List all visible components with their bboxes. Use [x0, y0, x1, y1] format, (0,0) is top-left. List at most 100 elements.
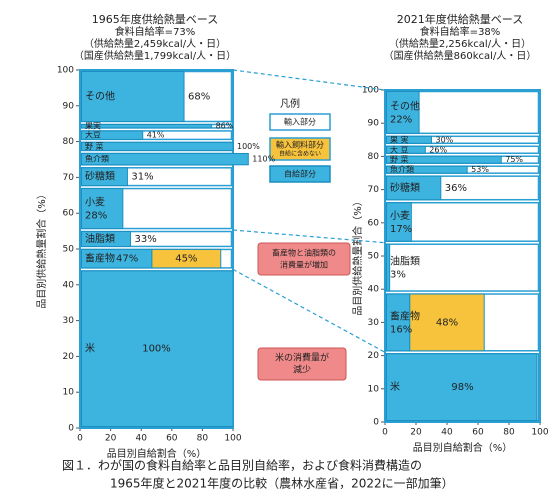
y-tick-label: 30	[63, 316, 75, 326]
y-tick-label: 100	[57, 66, 74, 76]
category-label: 砂糖類	[390, 181, 420, 194]
self-bar	[386, 175, 442, 201]
self-bar	[81, 130, 144, 140]
chart-title: （国産供給熱量1,799kcal/人・日）	[74, 49, 236, 62]
x-tick-label: 80	[197, 434, 209, 444]
category-label: 米	[85, 342, 95, 355]
x-tick-label: 40	[441, 428, 453, 438]
y-tick-label: 30	[368, 318, 380, 328]
y-tick-label: 80	[368, 152, 380, 162]
category-label: 野 菜	[85, 141, 104, 151]
value-label: 3%	[390, 270, 406, 281]
y-tick-label: 60	[63, 209, 75, 219]
chart-title: 食料自給率=73%	[115, 25, 196, 38]
x-tick-label: 0	[382, 428, 388, 438]
value-label: 16%	[390, 324, 412, 335]
connector	[232, 268, 386, 353]
y-tick-label: 40	[63, 280, 75, 290]
category-label: その他	[85, 89, 115, 102]
self-bar	[386, 91, 420, 134]
y-tick-label: 100	[362, 86, 379, 96]
plot-frame	[79, 69, 234, 429]
x-tick-label: 100	[531, 428, 548, 438]
legend-imported-box	[269, 113, 331, 131]
value-label: 68%	[188, 91, 210, 102]
feed-label: 48%	[436, 317, 458, 328]
value-label: 31%	[131, 172, 153, 183]
value-label: 47%	[116, 254, 138, 265]
category-label: 米	[390, 380, 400, 393]
value-label: 22%	[390, 114, 412, 125]
x-axis-label: 品目別自給割合（%）	[413, 441, 513, 454]
value-label: 75%	[505, 155, 523, 164]
x-tick-label: 100	[224, 434, 241, 444]
caption: 図１．わが国の食料自給率と品目別自給率，および食料消費構造の	[62, 458, 422, 473]
category-label: 魚介類	[85, 154, 109, 164]
category-label: その他	[390, 99, 420, 112]
self-bar	[81, 270, 234, 427]
self-bar	[386, 353, 538, 421]
plot-frame	[384, 89, 541, 423]
value-label: 86%	[216, 122, 234, 131]
self-bar	[81, 152, 249, 166]
self-bar	[386, 165, 468, 174]
value-label: 28%	[85, 211, 107, 222]
x-tick-label: 80	[503, 428, 515, 438]
y-tick-label: 90	[63, 101, 75, 111]
x-tick-label: 20	[410, 428, 422, 438]
value-label: 41%	[147, 131, 165, 140]
y-tick-label: 0	[68, 424, 74, 434]
x-tick-label: 0	[77, 434, 83, 444]
y-tick-label: 20	[63, 352, 75, 362]
chart-title: 1965年度供給熱量ベース	[92, 12, 218, 26]
self-bar	[81, 123, 213, 129]
x-tick-label: 60	[472, 428, 484, 438]
value-label: 36%	[445, 183, 467, 194]
annotation: 米の消費量が	[275, 352, 329, 364]
category-label: 油脂類	[85, 232, 115, 245]
category-label: 果 実	[390, 134, 409, 144]
category-label: 小麦	[390, 210, 410, 222]
x-axis-label: 品目別自給割合（%）	[107, 447, 207, 460]
legend-title: 凡例	[280, 97, 300, 110]
y-tick-label: 60	[368, 218, 380, 228]
legend-feed-note: 自給に含めない	[279, 150, 321, 158]
y-tick-label: 10	[63, 388, 75, 398]
category-label: 小麦	[85, 197, 105, 209]
value-label: 98%	[451, 382, 473, 393]
y-tick-label: 80	[63, 137, 75, 147]
value-label: 30%	[436, 135, 454, 144]
value-label: 100%	[142, 344, 171, 355]
y-tick-label: 40	[368, 285, 380, 295]
x-tick-label: 40	[135, 434, 147, 444]
value-label: 53%	[471, 165, 489, 174]
connector	[232, 69, 386, 91]
self-bar	[81, 71, 185, 122]
share-bar	[385, 243, 540, 292]
chart-title: 食料自給率=38%	[420, 25, 501, 38]
self-bar	[386, 202, 412, 242]
value-label: 17%	[390, 224, 412, 235]
chart-title: （国産供給熱量860kcal/人・日）	[384, 49, 537, 62]
y-tick-label: 50	[63, 245, 75, 255]
y-tick-label: 90	[368, 119, 380, 129]
self-bar	[81, 188, 124, 230]
chart-title: 2021年度供給熱量ベース	[397, 12, 523, 26]
feed-bar	[409, 293, 485, 352]
category-label: 油脂類	[390, 255, 420, 268]
legend: 凡例 輸入部分 輸入飼料部分 自給に含めない 自給部分	[269, 97, 331, 183]
self-bar	[81, 141, 234, 151]
y-tick-label: 0	[373, 418, 379, 428]
legend-feed-box	[269, 137, 331, 161]
x-tick-label: 60	[166, 434, 178, 444]
y-tick-label: 70	[63, 173, 75, 183]
category-label: 畜産物	[85, 252, 115, 265]
self-bar	[81, 167, 128, 187]
chart-title: （供給熱量2,459kcal/人・日）	[84, 37, 226, 50]
y-tick-label: 50	[368, 252, 380, 262]
category-label: 魚介類	[390, 164, 414, 174]
value-label: 100%	[237, 142, 260, 151]
category-label: 野 菜	[390, 154, 409, 164]
